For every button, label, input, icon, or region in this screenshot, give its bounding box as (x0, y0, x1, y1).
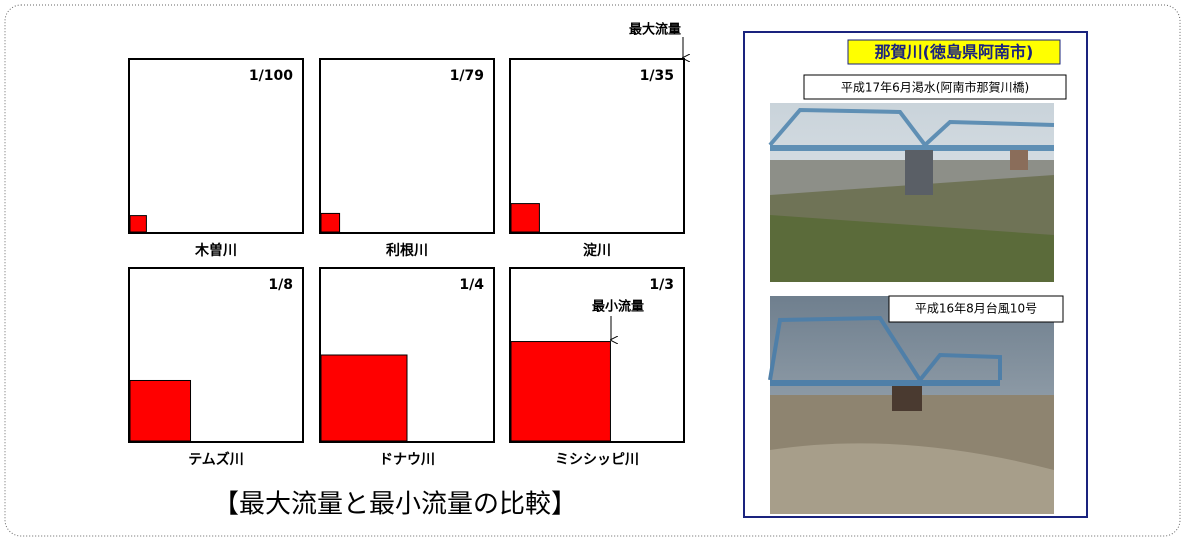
river-label: 利根川 (386, 242, 428, 259)
river-label: 木曽川 (194, 242, 237, 259)
min-flow-square (320, 354, 408, 442)
flow-box (128, 58, 304, 234)
photo-caption-bg (803, 74, 1067, 100)
max-flow-label: 最大流量 (629, 22, 681, 38)
photo-title: 那賀川(徳島県阿南市) (875, 43, 1034, 62)
river-label: ミシシッピ川 (555, 452, 639, 468)
min-flow-square (510, 203, 540, 233)
photo (768, 296, 1054, 514)
min-flow-label: 最小流量 (592, 299, 644, 315)
photo (768, 103, 1055, 282)
photo-caption-bg (888, 295, 1064, 323)
river-label: 淀川 (583, 242, 611, 259)
panels: 1/100 木曽川 1/79 利根川 1/35 淀川 1/8 テムズ川 1/4 ドナウ川 1/3 ミシ… (128, 58, 685, 468)
ratio-label: 1/100 (249, 68, 293, 84)
river-label: ドナウ川 (379, 452, 435, 468)
ratio-label: 1/4 (459, 277, 484, 293)
photo-caption: 平成17年6月渇水(阿南市那賀川橋) (841, 80, 1029, 95)
photo-title-bg (847, 39, 1061, 65)
min-flow-square (129, 215, 147, 233)
ratio-label: 1/79 (450, 68, 484, 84)
ratio-label: 1/3 (649, 277, 674, 293)
min-flow-square (510, 341, 611, 442)
river-label: テムズ川 (188, 451, 244, 468)
ratio-label: 1/8 (268, 277, 293, 293)
caption: 【最大流量と最小流量の比較】 (213, 490, 577, 520)
photo-caption: 平成16年8月台風10号 (915, 301, 1037, 316)
ratio-label: 1/35 (640, 68, 674, 84)
flow-box (319, 58, 495, 234)
min-flow-square (129, 379, 192, 442)
min-flow-square (320, 212, 341, 233)
